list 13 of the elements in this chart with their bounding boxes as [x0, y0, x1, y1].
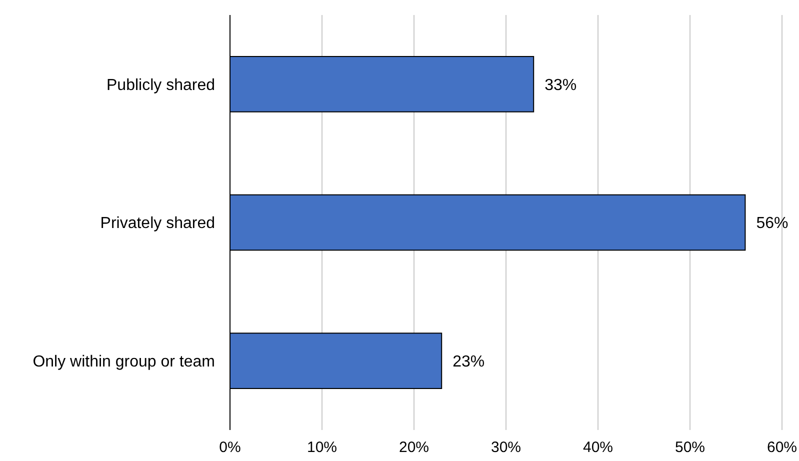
- x-tick-label: 40%: [582, 439, 614, 456]
- data-label: 33%: [544, 76, 577, 94]
- data-label: 56%: [756, 215, 788, 232]
- x-tick-label: 50%: [674, 439, 706, 456]
- x-tick-label: 30%: [490, 439, 522, 456]
- x-tick-label: 0%: [219, 439, 241, 456]
- data-label: 23%: [452, 353, 485, 370]
- y-tick-label: Publicly shared: [106, 76, 215, 94]
- y-tick-label: Only within group or team: [32, 353, 215, 370]
- x-tick-label: 10%: [306, 439, 338, 456]
- x-tick-label: 60%: [766, 439, 798, 456]
- y-tick-label: Privately shared: [100, 215, 215, 232]
- x-tick-label: 20%: [398, 439, 430, 456]
